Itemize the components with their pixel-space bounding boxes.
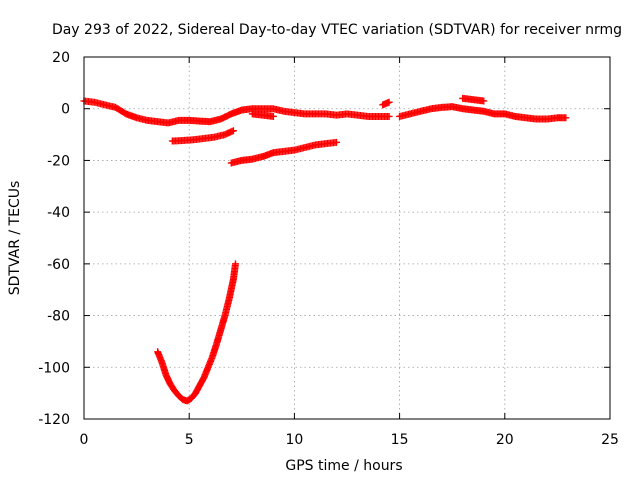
axis-ticks: 0 5 10 15 20 25 20 0 -20 -40 -60 -80 -100 -120 — [38, 50, 619, 448]
series-main-track — [80, 97, 393, 127]
x-tick-label: 5 — [185, 432, 194, 448]
y-tick-label: -100 — [38, 360, 70, 376]
series-track-3 — [168, 127, 237, 145]
y-axis-label: SDTVAR / TECUs — [7, 181, 23, 296]
chart-title: Day 293 of 2022, Sidereal Day-to-day VTE… — [52, 22, 622, 38]
data-points — [80, 94, 570, 405]
data-point — [229, 127, 237, 135]
grid — [84, 57, 610, 419]
x-tick-label: 25 — [601, 432, 619, 448]
series-track-8 — [459, 94, 488, 105]
y-tick-label: -120 — [38, 412, 70, 428]
plot-frame — [83, 56, 611, 420]
y-tick-label: 20 — [52, 50, 70, 66]
series-track-2 — [396, 103, 570, 123]
x-tick-label: 0 — [80, 432, 89, 448]
y-tick-label: -80 — [47, 309, 70, 325]
data-point — [269, 112, 277, 120]
data-point — [332, 138, 340, 146]
x-axis-label: GPS time / hours — [285, 458, 402, 474]
series-track-5 — [154, 260, 239, 405]
data-point — [385, 112, 393, 120]
series-track-6 — [248, 110, 277, 120]
data-point — [480, 97, 488, 105]
series-track-7 — [379, 98, 393, 109]
y-tick-label: 0 — [61, 102, 70, 118]
x-tick-label: 20 — [496, 432, 514, 448]
y-tick-label: -40 — [47, 205, 70, 221]
x-tick-label: 15 — [391, 432, 409, 448]
series-track-4 — [227, 138, 340, 167]
y-tick-label: -20 — [47, 153, 70, 169]
data-point — [231, 260, 239, 268]
data-point — [385, 98, 393, 106]
x-tick-label: 10 — [285, 432, 303, 448]
data-point — [562, 114, 570, 122]
y-tick-label: -60 — [47, 257, 70, 273]
